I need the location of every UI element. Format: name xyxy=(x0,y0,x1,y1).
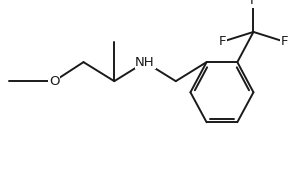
Text: F: F xyxy=(219,35,226,48)
Text: F: F xyxy=(280,35,288,48)
Text: O: O xyxy=(49,75,59,88)
Text: NH: NH xyxy=(135,56,155,69)
Text: F: F xyxy=(250,0,257,7)
